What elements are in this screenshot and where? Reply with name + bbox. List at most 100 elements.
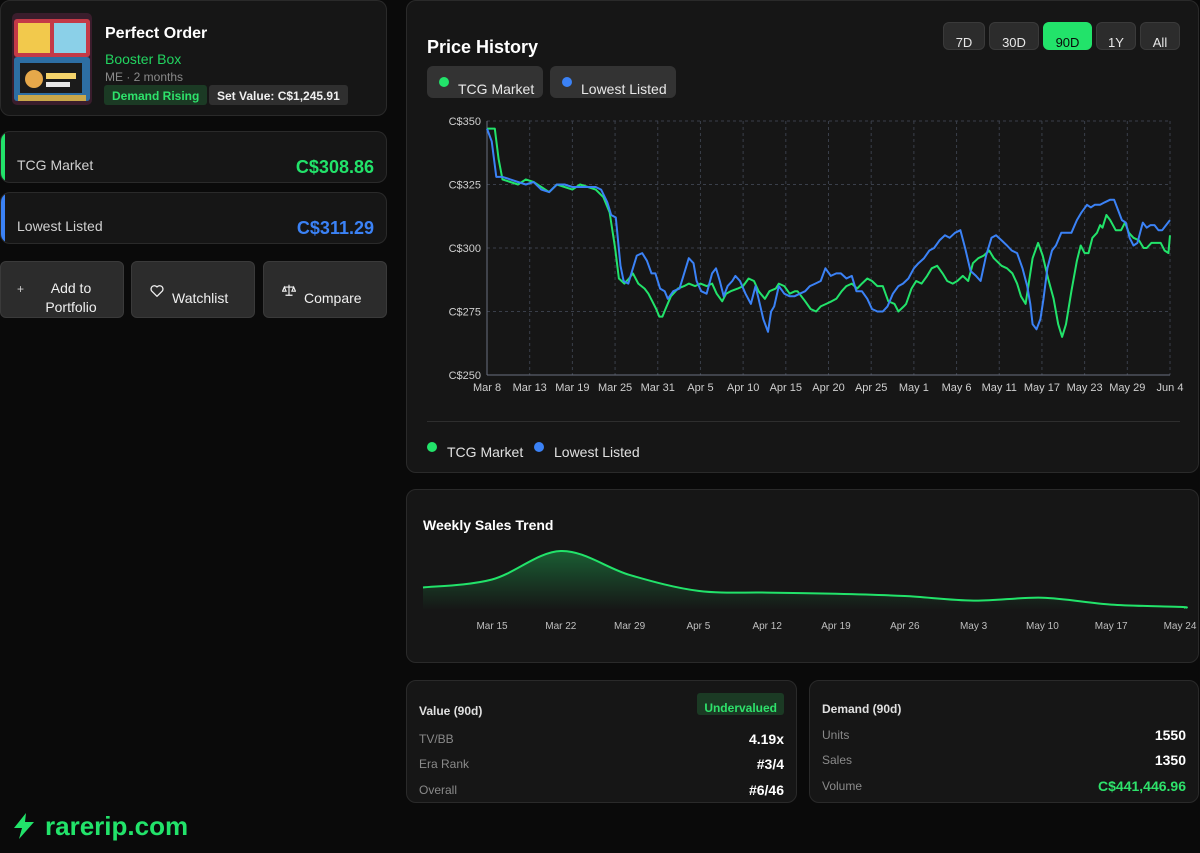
- x-tick-label: May 23: [1067, 382, 1103, 394]
- x-tick-label: May 29: [1109, 382, 1145, 394]
- tv-bb-value: 4.19x: [748, 731, 784, 747]
- x-tick-label: May 11: [982, 382, 1017, 394]
- range-90d-button[interactable]: 90D: [1043, 22, 1092, 50]
- weekly-x-tick-label: Apr 19: [821, 621, 851, 632]
- legend-lowest-listed-label: Lowest Listed: [554, 444, 640, 460]
- sales-label: Sales: [822, 753, 853, 767]
- x-tick-label: Mar 19: [555, 382, 589, 394]
- weekly-x-tick-label: May 10: [1026, 621, 1059, 632]
- y-tick-label: C$300: [449, 243, 481, 255]
- product-card: Perfect Order Booster Box ME · 2 months …: [0, 0, 387, 116]
- undervalued-badge: Undervalued: [697, 693, 784, 715]
- x-tick-label: Mar 31: [641, 382, 675, 394]
- x-tick-label: Mar 8: [473, 382, 501, 394]
- value-stats-card: Value (90d) Undervalued TV/BB 4.19x Era …: [406, 680, 797, 803]
- x-tick-label: Apr 15: [770, 382, 802, 394]
- product-title: Perfect Order: [105, 25, 208, 42]
- weekly-x-tick-label: May 24: [1164, 621, 1197, 632]
- weekly-sales-chart: Mar 15 Mar 22 Mar 29 Apr 5 Apr 12 Apr 19 Apr 2…: [422, 549, 1197, 632]
- product-meta: ME · 2 months: [105, 70, 184, 84]
- price-history-title: Price History: [427, 37, 539, 57]
- watchlist-label: Watchlist: [172, 290, 229, 306]
- demand-stats-card: Demand (90d) Units 1550 Sales 1350 Volum…: [809, 680, 1199, 803]
- x-tick-label: Apr 10: [727, 382, 759, 394]
- tv-bb-label: TV/BB: [419, 732, 454, 746]
- tcg-market-value: C$308.86: [295, 157, 374, 177]
- weekly-x-tick-label: Mar 29: [614, 621, 646, 632]
- toggle-lowest-listed-label: Lowest Listed: [581, 81, 667, 97]
- toggle-lowest-listed[interactable]: Lowest Listed: [550, 66, 676, 98]
- volume-label: Volume: [822, 779, 863, 793]
- product-image: [12, 13, 92, 105]
- tcg-market-label: TCG Market: [17, 157, 94, 173]
- set-value-badge: Set Value: C$1,245.91: [209, 85, 348, 105]
- weekly-x-tick-label: Apr 26: [890, 621, 920, 632]
- price-history-card: C$250 C$275 C$300 C$325 C$350 Mar 8 Mar 13 Mar …: [406, 0, 1199, 473]
- tcg-market-line: [487, 127, 1171, 338]
- lowest-listed-value: C$311.29: [296, 218, 374, 238]
- x-tick-label: Apr 20: [812, 382, 844, 394]
- demand-badge: Demand Rising: [104, 85, 208, 105]
- x-tick-label: May 6: [942, 382, 972, 394]
- weekly-x-tick-label: Apr 12: [752, 621, 782, 632]
- scale-icon: [281, 283, 297, 300]
- era-rank-label: Era Rank: [419, 757, 470, 771]
- y-tick-label: C$250: [449, 370, 481, 382]
- legend-tcg-market-dot: [427, 442, 437, 452]
- toggle-tcg-market[interactable]: TCG Market: [427, 66, 543, 98]
- tcg-market-stripe: [1, 132, 5, 182]
- price-history-chart: C$250 C$275 C$300 C$325 C$350 Mar 8 Mar 13 Mar …: [449, 116, 1184, 394]
- weekly-sales-line: [422, 549, 1188, 609]
- product-type: Booster Box: [105, 51, 182, 67]
- add-to-portfolio-button[interactable]: + Add to Portfolio: [0, 261, 124, 318]
- x-tick-label: Apr 5: [687, 382, 713, 394]
- heart-icon: [150, 284, 164, 300]
- legend-tcg-market-label: TCG Market: [447, 444, 524, 460]
- weekly-x-tick-label: May 3: [960, 621, 988, 632]
- compare-label: Compare: [304, 290, 362, 306]
- x-tick-label: May 17: [1024, 382, 1060, 394]
- weekly-sales-title: Weekly Sales Trend: [423, 517, 554, 533]
- era-rank-value: #3/4: [756, 756, 784, 772]
- y-tick-label: C$275: [449, 307, 481, 319]
- x-tick-label: May 1: [899, 382, 929, 394]
- tcg-market-dot: [439, 77, 449, 87]
- x-tick-label: Apr 25: [855, 382, 887, 394]
- x-tick-label: Jun 4: [1157, 382, 1184, 394]
- lowest-listed-card: Lowest Listed C$311.29: [0, 192, 387, 244]
- lowest-listed-line: [486, 128, 1171, 333]
- watchlist-button[interactable]: Watchlist: [131, 261, 255, 318]
- overall-rank-value: #6/46: [748, 782, 784, 798]
- units-value: 1550: [1154, 727, 1186, 743]
- weekly-x-tick-label: Mar 15: [476, 621, 508, 632]
- lightning-bolt-icon: [12, 813, 36, 844]
- weekly-x-tick-label: May 17: [1095, 621, 1128, 632]
- range-7d-button[interactable]: 7D: [943, 22, 985, 50]
- tcg-market-card: TCG Market C$308.86: [0, 131, 387, 183]
- lowest-listed-stripe: [1, 193, 5, 243]
- range-1y-button[interactable]: 1Y: [1096, 22, 1136, 50]
- toggle-tcg-market-label: TCG Market: [458, 81, 535, 97]
- y-tick-label: C$325: [449, 180, 481, 192]
- lowest-listed-dot: [562, 77, 572, 87]
- value-stats-title: Value (90d): [419, 704, 483, 718]
- units-label: Units: [822, 728, 850, 742]
- weekly-x-tick-label: Apr 5: [686, 621, 710, 632]
- demand-stats-title: Demand (90d): [822, 702, 902, 716]
- weekly-x-tick-label: Mar 22: [545, 621, 577, 632]
- add-to-portfolio-label: Add to Portfolio: [45, 280, 97, 315]
- weekly-sales-card: Mar 15 Mar 22 Mar 29 Apr 5 Apr 12 Apr 19 Apr 2…: [406, 489, 1199, 663]
- x-tick-label: Mar 13: [513, 382, 547, 394]
- overall-rank-label: Overall: [419, 783, 458, 797]
- volume-value: C$441,446.96: [1098, 778, 1186, 794]
- weekly-sales-area: [423, 550, 1187, 610]
- logo-text: rarerip.com: [45, 811, 189, 841]
- range-all-button[interactable]: All: [1140, 22, 1180, 50]
- sales-value: 1350: [1154, 752, 1186, 768]
- range-30d-button[interactable]: 30D: [989, 22, 1039, 50]
- y-tick-label: C$350: [449, 116, 481, 128]
- plus-icon: +: [17, 282, 25, 296]
- lowest-listed-label: Lowest Listed: [17, 218, 103, 234]
- x-tick-label: Mar 25: [598, 382, 632, 394]
- compare-button[interactable]: Compare: [263, 261, 387, 318]
